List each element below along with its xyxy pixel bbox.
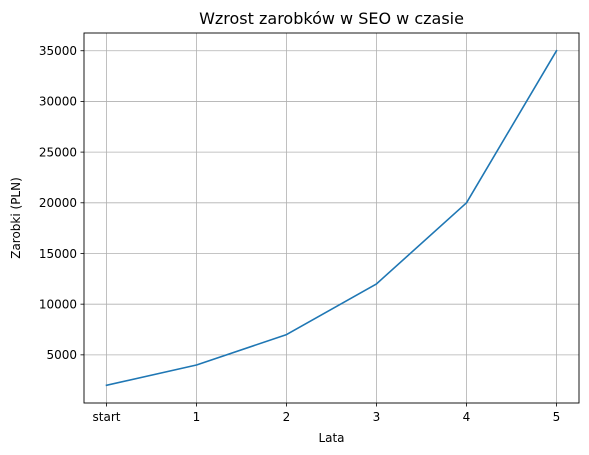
y-tick-label: 35000 [39,44,77,58]
x-tick-label: 1 [193,410,201,424]
grid [84,33,579,403]
y-tick-label: 15000 [39,247,77,261]
x-axis: start 1 2 3 4 5 [93,403,561,424]
y-tick-label: 5000 [46,348,77,362]
y-tick-label: 25000 [39,145,77,159]
x-tick-label: 5 [553,410,561,424]
y-tick-label: 20000 [39,196,77,210]
series-layer [105,49,558,387]
y-axis-label: Zarobki (PLN) [9,177,23,259]
x-tick-label: 3 [373,410,381,424]
plot-frame [83,32,580,404]
x-tick-label: 2 [283,410,291,424]
y-tick-label: 10000 [39,297,77,311]
x-tick-label: 4 [463,410,471,424]
x-tick-label: start [93,410,121,424]
chart-title: Wzrost zarobków w SEO w czasie [199,9,464,28]
y-tick-label: 30000 [39,95,77,109]
y-axis: 5000 10000 15000 20000 25000 30000 35000 [39,44,84,362]
x-axis-label: Lata [318,431,344,445]
series-line [105,49,558,387]
